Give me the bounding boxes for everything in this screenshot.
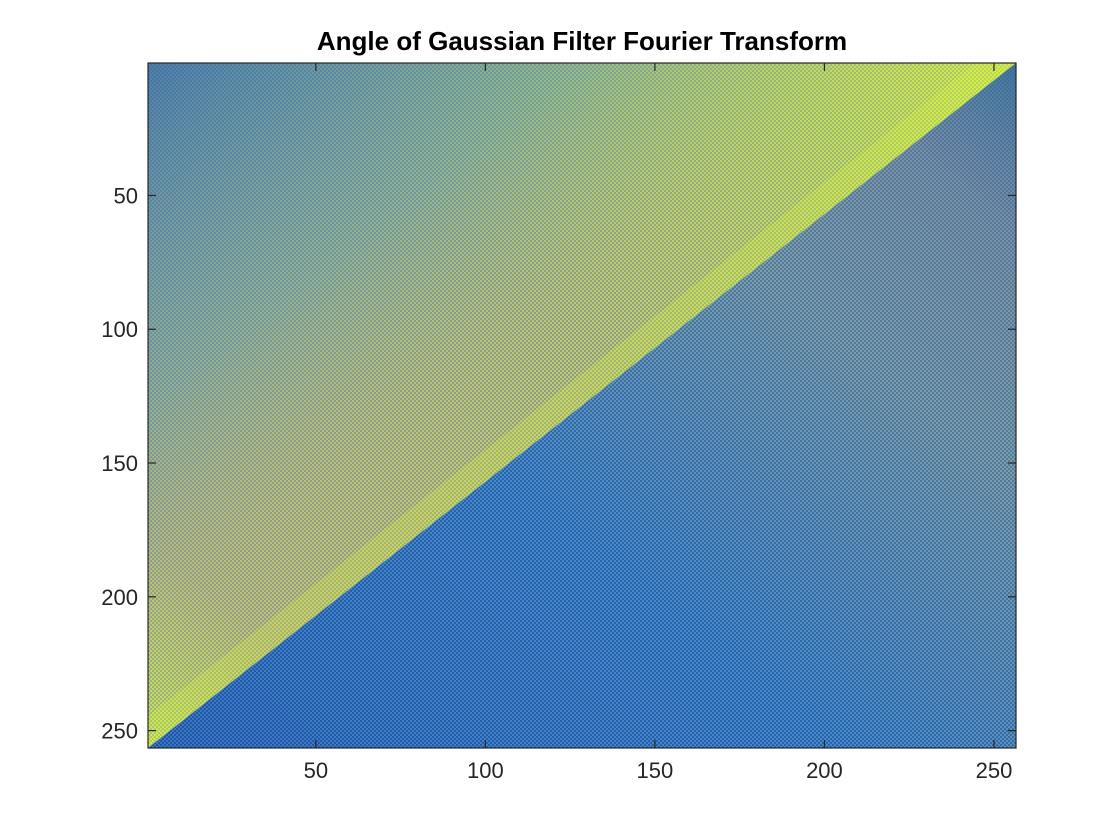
y-tick-label: 150: [101, 451, 138, 476]
x-tick-label: 50: [304, 758, 328, 783]
chart-title: Angle of Gaussian Filter Fourier Transfo…: [316, 26, 848, 56]
x-tick-label: 100: [467, 758, 504, 783]
y-tick-label: 100: [101, 317, 138, 342]
y-tick-label: 50: [114, 183, 138, 208]
y-tick-label: 200: [101, 585, 138, 610]
lower-edge-shade: [148, 63, 1016, 748]
axes-layer: 50 100 150 200 250 50 100 150 200 250: [101, 62, 1017, 783]
x-tick-label: 150: [637, 758, 674, 783]
diagonal-bright-band: [148, 63, 1016, 748]
axes-box: [147, 62, 1017, 749]
x-tick-label: 250: [976, 758, 1013, 783]
x-tick-label: 200: [806, 758, 843, 783]
y-tick-label: 250: [101, 719, 138, 744]
heatmap-layer: [148, 63, 1016, 748]
